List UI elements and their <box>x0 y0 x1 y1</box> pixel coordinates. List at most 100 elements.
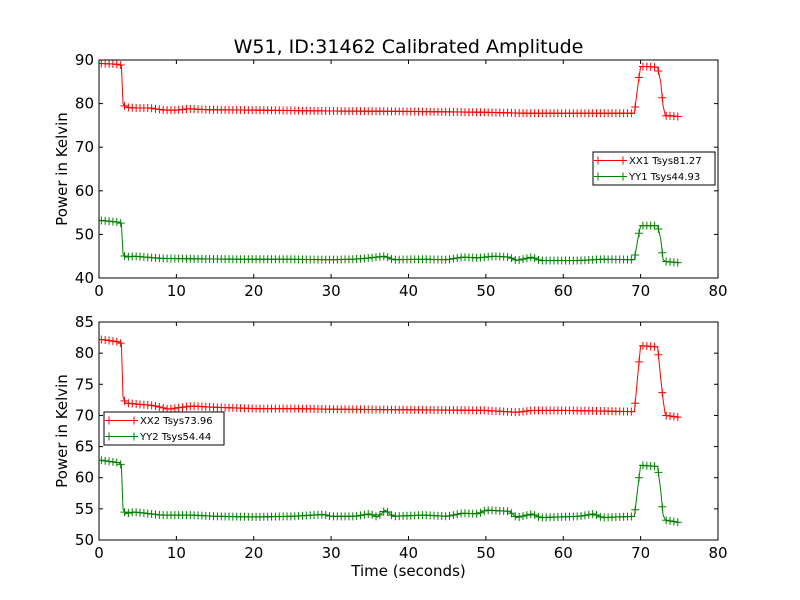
data-point <box>170 404 179 413</box>
y-tick-label: 85 <box>75 313 94 331</box>
legend: XX2 Tsys73.96 YY2 Tsys54.44 <box>103 411 225 446</box>
y-tick-label: 75 <box>75 375 94 393</box>
data-point <box>372 512 381 521</box>
y-axis-label: Power in Kelvin <box>53 112 71 226</box>
x-tick-label: 40 <box>399 544 418 562</box>
data-point <box>108 337 117 346</box>
series-0-0 <box>99 60 682 121</box>
data-point <box>669 412 678 421</box>
data-point <box>654 67 663 76</box>
legend-label: XX1 Tsys81.27 <box>629 156 702 167</box>
data-point <box>522 511 531 520</box>
legend-item: YY2 Tsys54.44 <box>105 432 211 443</box>
y-tick-label: 80 <box>75 95 94 113</box>
data-point <box>112 337 121 346</box>
series-line <box>101 338 680 418</box>
data-point <box>147 104 156 113</box>
data-point <box>356 511 365 520</box>
data-point <box>453 253 462 262</box>
x-tick-label: 80 <box>708 544 727 562</box>
data-point <box>159 403 168 412</box>
y-tick-label: 40 <box>75 269 94 287</box>
x-tick-label: 80 <box>708 282 727 300</box>
data-point <box>99 335 106 344</box>
data-point <box>631 505 640 514</box>
data-point <box>155 105 164 114</box>
data-point <box>449 254 458 263</box>
data-point <box>635 473 644 482</box>
data-point <box>534 512 543 521</box>
legend: XX1 Tsys81.27 YY1 Tsys44.93 <box>592 151 716 186</box>
x-tick-label: 30 <box>322 282 341 300</box>
x-tick-label: 60 <box>554 544 573 562</box>
data-point <box>631 399 640 408</box>
data-point <box>116 60 125 69</box>
data-point <box>526 510 535 519</box>
data-point <box>631 102 640 111</box>
data-point <box>669 517 678 526</box>
x-tick-label: 50 <box>476 282 495 300</box>
data-point <box>650 342 659 351</box>
data-point <box>658 248 667 257</box>
plot-area <box>99 335 682 527</box>
data-point <box>151 104 160 113</box>
data-point <box>662 516 671 525</box>
series-1-1 <box>99 456 682 527</box>
data-point <box>666 516 675 525</box>
data-point <box>577 511 586 520</box>
data-point <box>360 510 369 519</box>
legend-label: XX2 Tsys73.96 <box>140 416 213 427</box>
data-point <box>673 112 682 121</box>
data-point <box>673 258 682 267</box>
x-tick-label: 10 <box>167 282 186 300</box>
data-point <box>650 221 659 230</box>
legend-item: XX1 Tsys81.27 <box>594 156 702 167</box>
legend-item: XX2 Tsys73.96 <box>105 416 213 427</box>
plot-area <box>99 60 682 267</box>
data-point <box>511 512 520 521</box>
data-point <box>445 511 454 520</box>
x-tick-label: 40 <box>399 282 418 300</box>
data-point <box>515 513 524 522</box>
y-tick-label: 55 <box>75 500 94 518</box>
data-point <box>654 224 663 233</box>
y-tick-label: 60 <box>75 469 94 487</box>
legend-marker <box>619 156 627 165</box>
data-point <box>580 511 589 520</box>
data-point <box>650 462 659 471</box>
data-point <box>627 109 636 118</box>
data-point <box>368 510 377 519</box>
y-tick-label: 50 <box>75 531 94 549</box>
data-point <box>635 229 644 238</box>
x-tick-label: 50 <box>476 544 495 562</box>
data-point <box>534 255 543 264</box>
data-point <box>503 252 512 261</box>
data-point <box>519 255 528 264</box>
y-tick-label: 90 <box>75 51 94 69</box>
data-point <box>453 510 462 519</box>
data-point <box>673 413 682 422</box>
data-point <box>673 518 682 527</box>
legend-marker <box>105 432 113 441</box>
x-tick-label: 20 <box>244 282 263 300</box>
data-point <box>530 510 539 519</box>
legend-box <box>592 151 716 186</box>
series-0-1 <box>99 216 682 267</box>
data-point <box>321 511 330 520</box>
data-point <box>147 401 156 410</box>
data-point <box>112 60 121 69</box>
data-point <box>99 456 106 465</box>
data-point <box>584 510 593 519</box>
data-point <box>116 219 125 228</box>
data-point <box>522 254 531 263</box>
data-point <box>108 457 117 466</box>
y-tick-label: 80 <box>75 344 94 362</box>
data-point <box>124 509 133 518</box>
legend-marker <box>130 432 138 441</box>
data-point <box>627 407 636 416</box>
data-point <box>116 339 125 348</box>
x-tick-label: 70 <box>631 544 650 562</box>
data-point <box>476 508 485 517</box>
data-point <box>507 254 516 263</box>
